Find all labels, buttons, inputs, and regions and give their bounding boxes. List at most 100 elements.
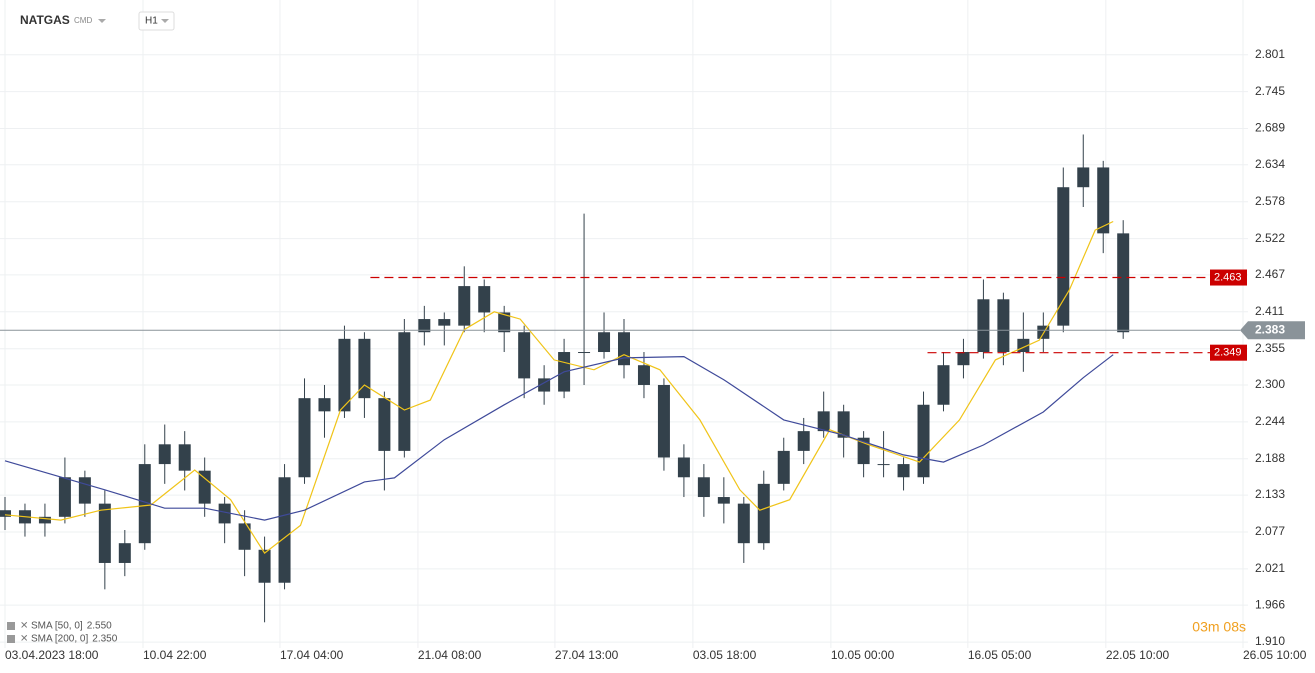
x-tick-label: 10.05 00:00 bbox=[831, 648, 895, 662]
candle-body bbox=[837, 411, 850, 438]
market: CMD bbox=[74, 16, 92, 25]
candle-body bbox=[618, 332, 630, 366]
candle-body bbox=[358, 338, 371, 399]
candle-body bbox=[198, 470, 211, 504]
legend-icon bbox=[7, 635, 15, 643]
y-tick-label: 2.578 bbox=[1255, 194, 1285, 208]
current-price-label: 2.383 bbox=[1255, 322, 1285, 336]
legend-close: ✕ bbox=[20, 634, 28, 645]
candle-body bbox=[697, 477, 710, 498]
x-tick-label: 26.05 10:00 bbox=[1243, 648, 1307, 662]
candle-body bbox=[917, 404, 930, 478]
candle-body bbox=[518, 332, 531, 379]
x-tick-label: 16.05 05:00 bbox=[968, 648, 1032, 662]
candle-body bbox=[657, 384, 670, 458]
candle-body bbox=[38, 516, 51, 524]
interval-box[interactable] bbox=[138, 11, 175, 31]
candle-body bbox=[578, 352, 591, 354]
candle-body bbox=[298, 398, 311, 478]
candle-body bbox=[817, 411, 830, 432]
y-tick-label: 2.300 bbox=[1255, 377, 1285, 391]
level-label: 2.349 bbox=[1214, 347, 1242, 359]
legend-name: SMA [200, 0] bbox=[31, 634, 88, 645]
x-tick-label: 27.04 13:00 bbox=[555, 648, 619, 662]
candle-body bbox=[418, 319, 431, 333]
sma-line bbox=[4, 220, 1114, 554]
x-tick-label: 22.05 10:00 bbox=[1106, 648, 1170, 662]
candle-body bbox=[458, 286, 471, 326]
symbol[interactable]: NATGAS bbox=[20, 13, 70, 27]
y-tick-label: 2.133 bbox=[1255, 487, 1285, 501]
y-tick-label: 2.355 bbox=[1255, 341, 1285, 355]
candle-body bbox=[238, 523, 251, 550]
level-tag bbox=[1210, 269, 1247, 286]
legend-name: SMA [50, 0] bbox=[31, 621, 83, 632]
current-price-tag bbox=[1240, 321, 1305, 340]
y-tick-label: 2.021 bbox=[1255, 561, 1285, 575]
dropdown-arrow[interactable] bbox=[98, 19, 106, 23]
y-tick-label: 1.966 bbox=[1255, 597, 1285, 611]
level-tag bbox=[1210, 344, 1247, 361]
candle-body bbox=[78, 477, 91, 504]
candle-body bbox=[677, 457, 690, 478]
candle-body bbox=[717, 497, 730, 504]
x-tick-label: 17.04 04:00 bbox=[280, 648, 344, 662]
candle-body bbox=[957, 352, 970, 366]
legend-icon bbox=[7, 622, 15, 630]
sma-line bbox=[4, 354, 1114, 521]
x-tick-label: 21.04 08:00 bbox=[418, 648, 482, 662]
x-tick-label: 03.04.2023 18:00 bbox=[5, 648, 99, 662]
candle-body bbox=[1057, 187, 1070, 326]
candle-body bbox=[278, 477, 291, 583]
dropdown-arrow[interactable] bbox=[161, 19, 169, 23]
candle-body bbox=[158, 444, 171, 465]
timer: 03m 08s bbox=[1192, 619, 1246, 635]
candle-body bbox=[378, 398, 391, 451]
candle-body bbox=[897, 464, 910, 478]
candle-body bbox=[438, 319, 451, 326]
x-tick-label: 03.05 18:00 bbox=[693, 648, 757, 662]
candle-body bbox=[398, 332, 411, 451]
candle-body bbox=[797, 431, 810, 451]
candle-body bbox=[877, 464, 890, 466]
level-label: 2.463 bbox=[1214, 271, 1242, 283]
candle-body bbox=[757, 483, 770, 544]
candle-body bbox=[937, 365, 950, 405]
candle-body bbox=[997, 299, 1010, 353]
legend-value: 2.550 bbox=[87, 621, 112, 632]
legend-value: 2.350 bbox=[92, 634, 117, 645]
candle-body bbox=[338, 338, 351, 412]
y-tick-label: 2.634 bbox=[1255, 157, 1285, 171]
candle-body bbox=[598, 332, 611, 353]
candle-body bbox=[1077, 167, 1090, 188]
y-tick-label: 2.188 bbox=[1255, 451, 1285, 465]
legend-close: ✕ bbox=[20, 621, 28, 632]
candle-body bbox=[777, 450, 790, 484]
candle-body bbox=[98, 503, 111, 563]
candle-body bbox=[1117, 233, 1130, 333]
candle-body bbox=[118, 543, 131, 563]
y-tick-label: 2.745 bbox=[1255, 84, 1285, 98]
y-tick-label: 2.467 bbox=[1255, 267, 1285, 281]
y-tick-label: 2.244 bbox=[1255, 414, 1285, 428]
candle-body bbox=[258, 549, 271, 583]
candle-body bbox=[218, 503, 231, 524]
candle-body bbox=[318, 398, 331, 412]
candle-body bbox=[498, 312, 511, 333]
candle-body bbox=[138, 464, 151, 544]
candle-body bbox=[737, 503, 750, 544]
candle-body bbox=[0, 510, 11, 517]
y-tick-label: 2.801 bbox=[1255, 47, 1285, 61]
candle-body bbox=[1097, 167, 1110, 234]
candle-body bbox=[637, 365, 650, 385]
candle-body bbox=[58, 477, 71, 517]
candle-body bbox=[977, 299, 990, 353]
y-tick-label: 2.077 bbox=[1255, 524, 1285, 538]
x-tick-label: 10.04 22:00 bbox=[143, 648, 207, 662]
interval[interactable]: H1 bbox=[145, 16, 158, 27]
y-tick-label: 2.411 bbox=[1255, 304, 1284, 318]
candle-body bbox=[178, 444, 191, 471]
y-tick-label: 1.910 bbox=[1255, 634, 1285, 648]
